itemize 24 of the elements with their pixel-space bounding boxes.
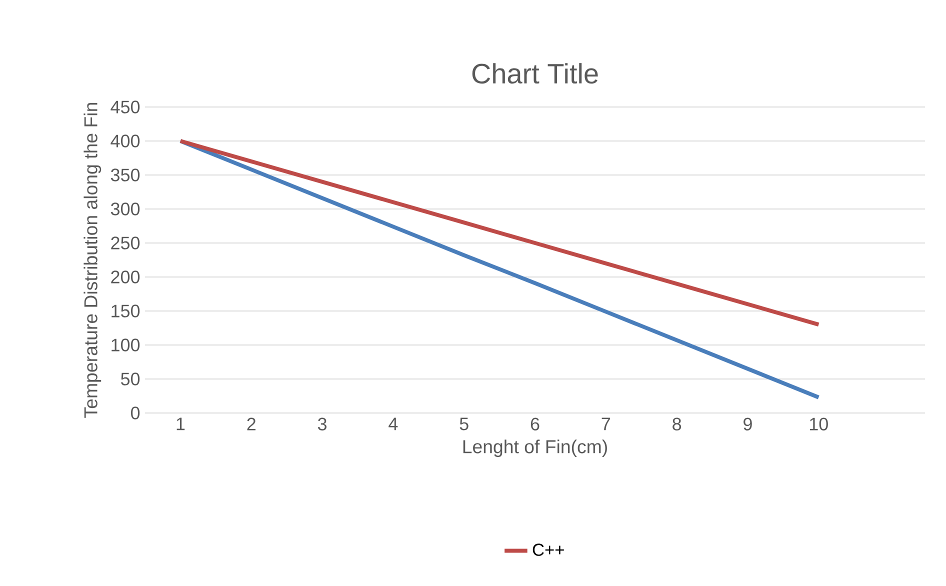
x-tick-label: 3 — [318, 418, 326, 430]
x-tick-label: 10 — [810, 418, 828, 430]
legend-label: C++ — [532, 544, 564, 556]
y-tick-label: 150 — [112, 304, 140, 318]
y-tick-label: 300 — [110, 202, 140, 216]
y-tick-label: 250 — [111, 236, 140, 250]
y-tick-label: 450 — [110, 100, 140, 114]
x-tick-label: 9 — [744, 418, 752, 430]
x-tick-label: 4 — [388, 418, 398, 430]
x-tick-label: 5 — [460, 418, 468, 430]
x-tick-label: 8 — [672, 418, 682, 430]
x-tick-label: 2 — [247, 418, 256, 430]
y-tick-label: 200 — [111, 270, 140, 284]
y-axis-title: Temperature Distribution along the Fin — [84, 103, 102, 418]
x-tick-label: 7 — [602, 418, 610, 430]
y-tick-label: 100 — [112, 338, 140, 352]
x-axis-title: Lenght of Fin(cm) — [463, 440, 607, 458]
y-tick-label: 0 — [130, 406, 140, 420]
y-tick-label: 50 — [120, 372, 140, 386]
x-tick-label: 1 — [176, 418, 185, 430]
y-tick-label: 350 — [110, 168, 140, 182]
x-tick-label: 6 — [530, 418, 540, 430]
chart-title: Chart Title — [472, 63, 598, 84]
y-tick-label: 400 — [110, 134, 140, 148]
